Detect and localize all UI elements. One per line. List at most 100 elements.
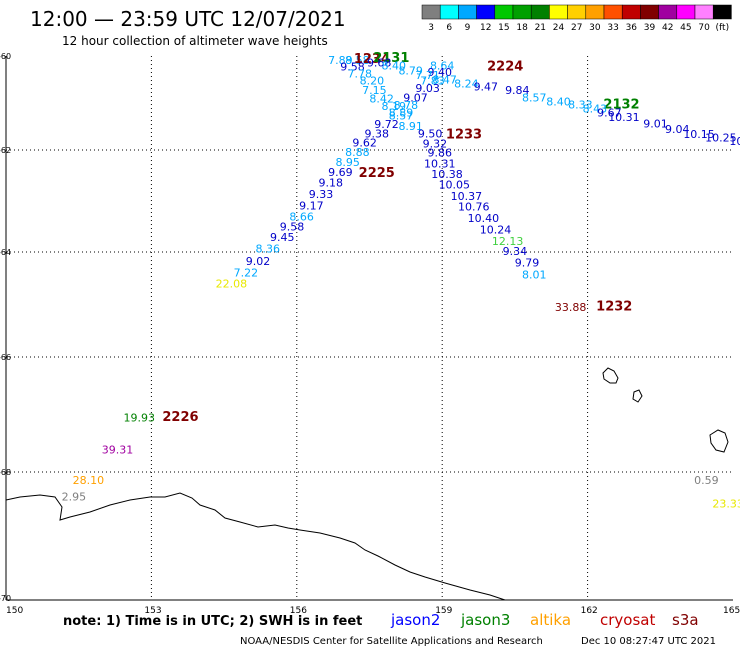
lon-tick-label: 153 [144,606,161,616]
swh-value-label: 10.31 [608,111,640,124]
scale-label: 70 [698,23,710,33]
swh-value-label: 9.69 [328,166,353,179]
pass-time-label: 2226 [162,410,198,425]
swh-value-label: 7.78 [348,67,373,80]
satellite-name-jason2: jason2 [390,611,440,629]
lon-tick-label: 156 [290,606,307,616]
swh-value-label: 22.08 [216,278,248,291]
scale-swatch [621,4,641,20]
swh-value-label: 8.66 [289,210,314,223]
scale-swatch [567,4,587,20]
satellite-name-altika: altika [530,611,571,629]
lat-tick-label: -60 [0,52,11,61]
swh-value-label: 9.79 [515,257,540,270]
swh-value-label: 10.31 [424,157,456,170]
map-frame [5,56,733,601]
scale-swatch [585,4,605,20]
swh-value-label: 8.40 [381,59,406,72]
scale-swatch [530,4,550,20]
scale-swatch [694,4,714,20]
swh-value-label: 9.18 [318,177,343,190]
swh-value-label: 8.79 [398,65,423,78]
scale-swatch [640,4,659,20]
swh-value-label: 9.38 [365,128,390,141]
swh-value-label: 9.07 [403,91,428,104]
swh-value-label: 0.59 [694,474,719,487]
lon-tick-label: 159 [435,606,452,616]
footer-credit: NOAA/NESDIS Center for Satellite Applica… [240,636,543,647]
swh-value-label: 10.76 [458,201,490,214]
scale-label: 27 [571,23,582,33]
swh-value-label: 8.01 [522,269,547,282]
swh-value-label: 39.31 [102,444,134,457]
swh-value-label: 9.33 [309,188,334,201]
swh-value-label: 10.40 [468,212,500,225]
swh-value-label: 8.57 [389,110,414,123]
swh-value-label: 8.91 [398,120,423,133]
scale-swatch [676,4,696,20]
pass-time-label: 2225 [359,166,395,181]
scale-label: 12 [480,23,491,33]
coastline [5,367,729,601]
lon-tick-label: 150 [6,606,23,616]
swh-value-label: 9.58 [280,221,305,234]
pass-time-label: 1234 [354,52,390,67]
swh-value-label: 8.64 [430,59,455,72]
swh-value-label: 7.71 [415,69,440,82]
scale-label: 3 [428,23,434,33]
swh-value-label: 28.10 [73,474,105,487]
swh-value-label: 10.38 [431,168,463,181]
island-shape [632,389,643,403]
scale-label: 6 [446,23,452,33]
swh-value-label: 8.33 [568,98,593,111]
swh-value-label: 10.19 [729,135,740,148]
swh-value-label: 33.88 [555,301,587,314]
scale-swatch [494,4,514,20]
swh-value-label: 7.15 [362,84,387,97]
swh-value-label: 12.13 [492,235,524,248]
pass-time-label: 2132 [603,97,639,112]
scale-swatch [712,4,732,20]
scale-swatch [549,4,568,20]
pass-time-label: 1232 [596,300,632,315]
swh-value-label: 9.04 [665,123,690,136]
swh-value-label: 7.22 [234,266,259,279]
lat-lon-grid: 150 153 156 159 162 165 -60 -62 -64 -66 -68 -70 [0,52,740,616]
swh-value-label: 8.20 [360,74,385,87]
swh-value-label: 8.88 [345,146,370,159]
scale-swatch [658,4,678,20]
swh-value-label: 8.42 [369,92,394,105]
lat-tick-label: -68 [0,468,11,477]
scale-label: 9 [465,23,471,33]
swh-value-label: 9.47 [474,81,499,94]
scale-swatch [458,4,477,20]
swh-value-label: 8.57 [522,91,547,104]
swh-value-label: 7.83 [420,74,445,87]
swh-value-label: 10.25 [705,131,737,144]
scale-label: 45 [680,23,691,33]
scale-label: 42 [662,23,673,33]
lat-tick-label: -70 [0,594,11,603]
pass-time-label: 2224 [487,59,523,74]
swh-value-label: 8.36 [255,242,280,255]
scale-swatch [476,4,496,20]
swh-value-label: 8.19 [381,100,406,113]
scale-label: 21 [535,23,546,33]
scale-swatch [439,4,459,20]
swh-value-label: 10.05 [439,179,471,192]
swh-value-label: 9.02 [246,255,271,268]
swh-value-label: 7.89 [328,54,353,67]
page-title: 12:00 — 23:59 UTC 12/07/2021 [30,7,346,31]
color-scale-legend: 3 6 9 12 15 18 21 24 27 30 33 36 39 42 45 70 (ft) [421,4,732,33]
pass-time-label: 2131 [373,51,409,66]
scale-label: 33 [607,23,618,33]
scale-swatch [603,4,623,20]
swh-value-label: 8.78 [394,99,419,112]
swh-value-label: 8.24 [454,78,479,91]
scale-label: 36 [626,23,638,33]
swh-value-label: 8.95 [335,156,360,169]
swh-value-label: 10.15 [683,128,715,141]
swh-value-label: 9.32 [423,137,448,150]
